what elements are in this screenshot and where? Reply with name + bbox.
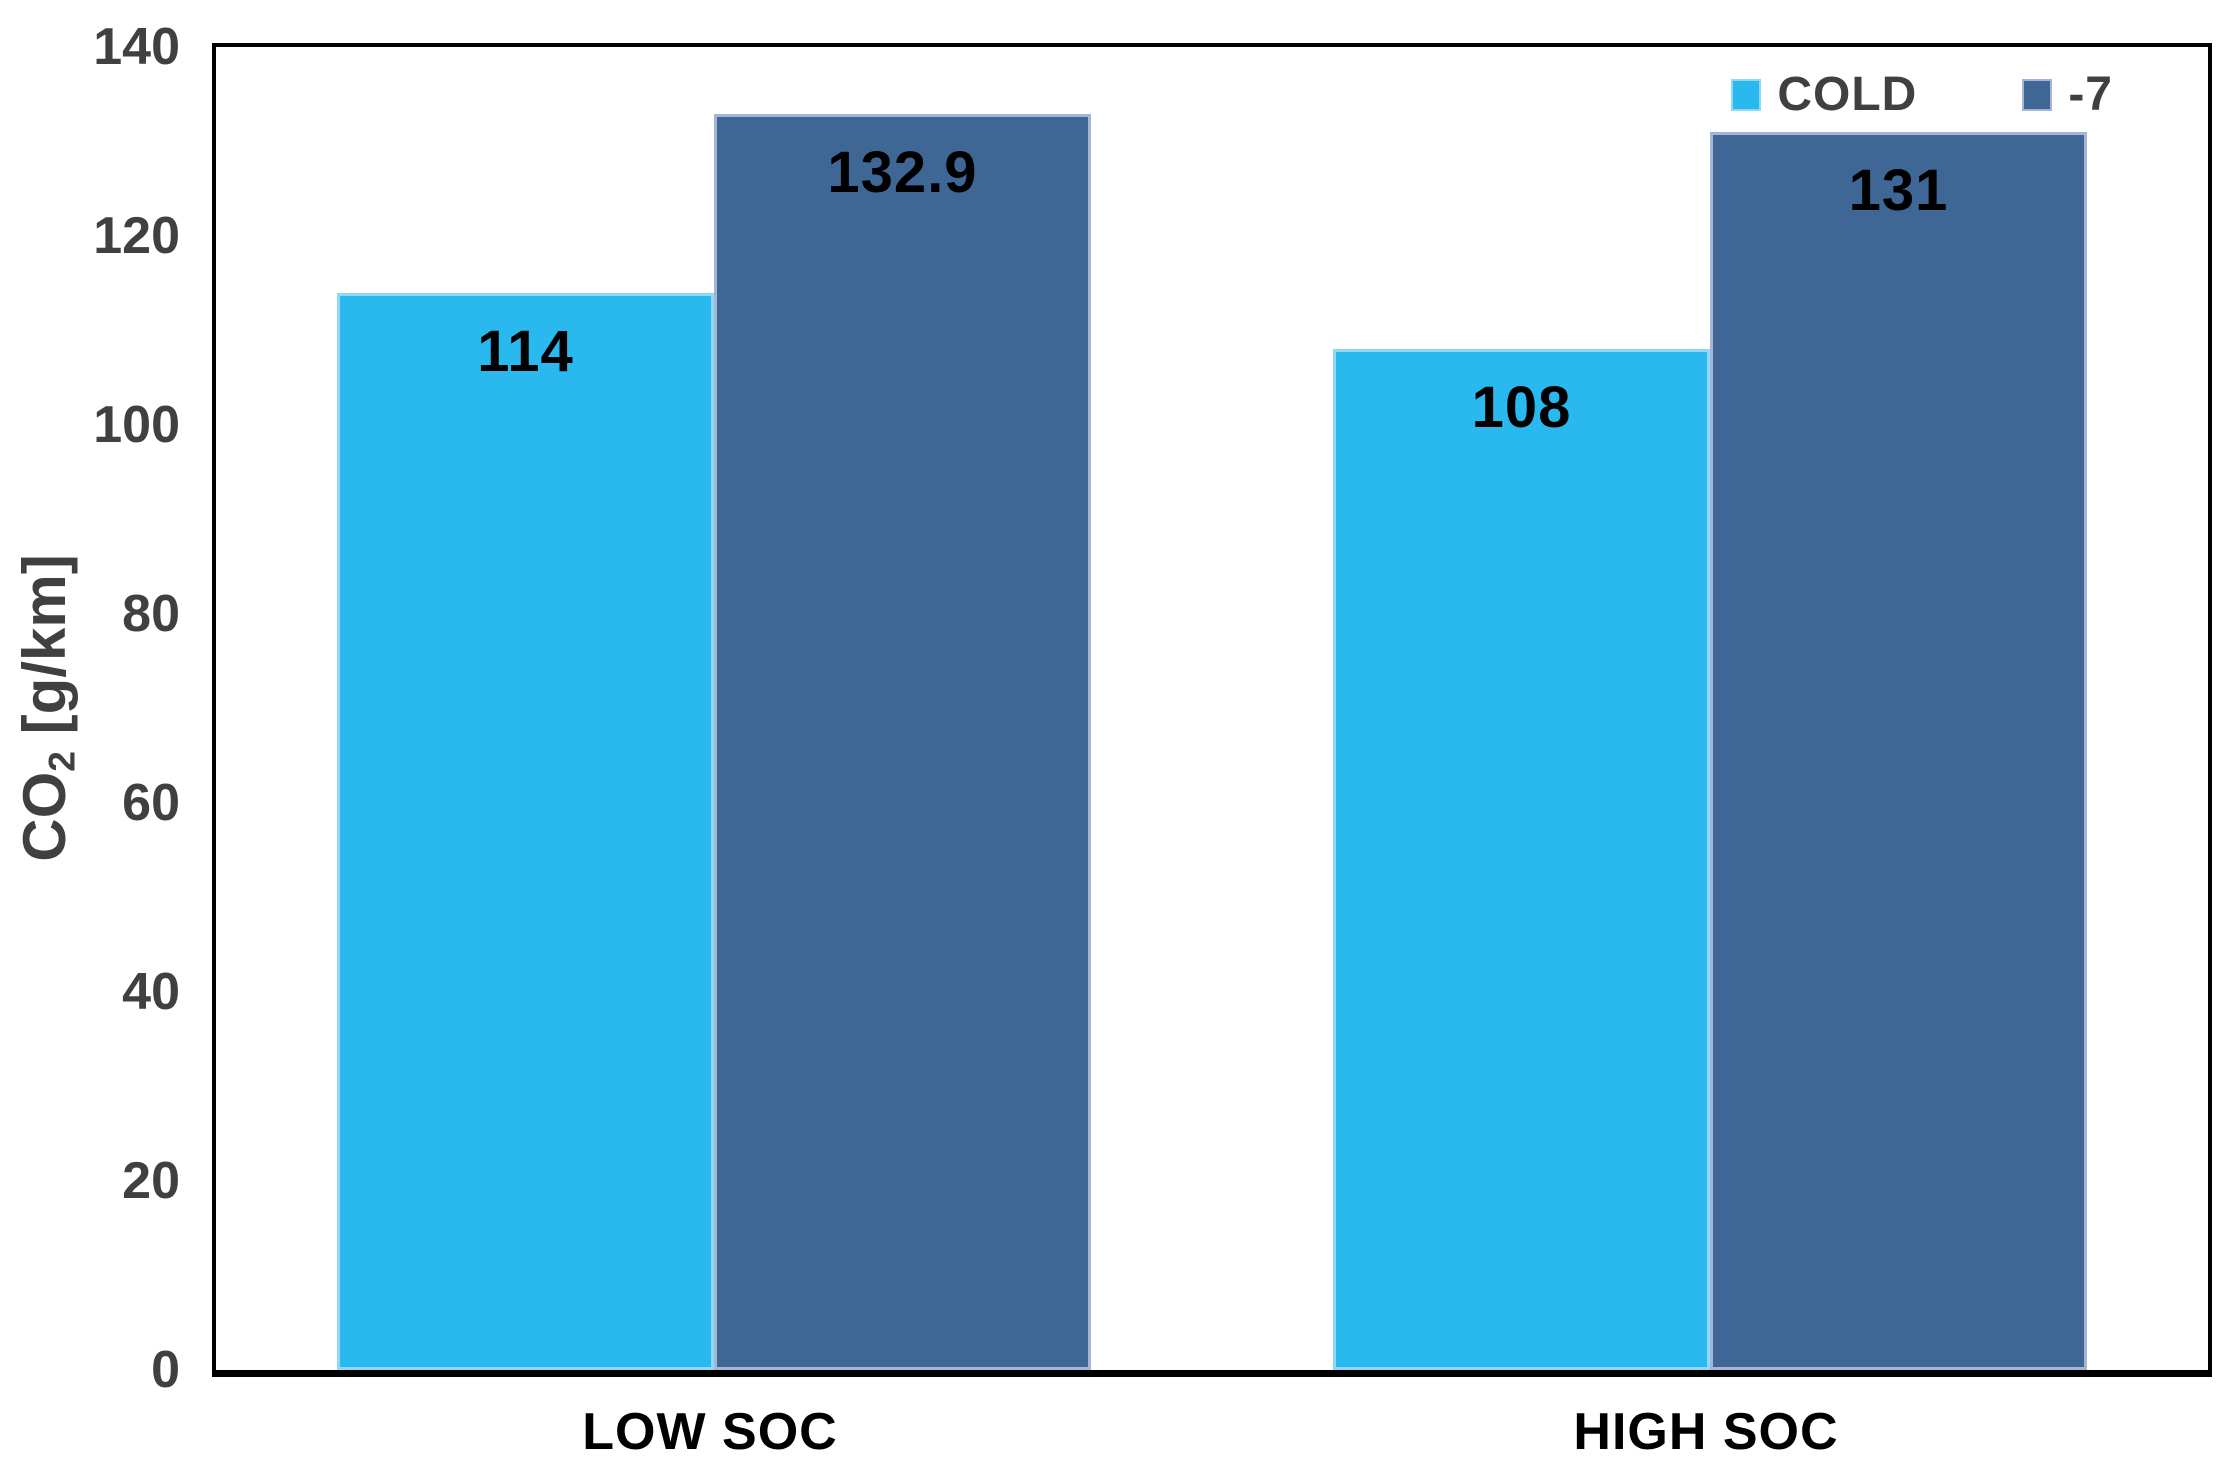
x-category-label-low-soc: LOW SOC — [582, 1403, 838, 1461]
y-tick-label-80: 80 — [122, 585, 180, 643]
y-axis-title-suffix: [g/km] — [11, 554, 78, 751]
legend-label-cold: COLD — [1777, 68, 1918, 121]
y-tick-label-60: 60 — [122, 774, 180, 832]
bars-container: 114 132.9 108 131 — [216, 47, 2208, 1370]
data-label-cold-low-soc: 114 — [477, 318, 574, 384]
legend-label-7: -7 — [2068, 68, 2113, 121]
y-tick-label-140: 140 — [93, 18, 180, 76]
plot-area: 114 132.9 108 131 COLD -7 — [212, 43, 2212, 1377]
y-tick-label-120: 120 — [93, 207, 180, 265]
x-category-label-high-soc: HIGH SOC — [1573, 1403, 1839, 1461]
legend-swatch-cold-icon — [1731, 78, 1762, 111]
y-tick-label-100: 100 — [93, 396, 180, 454]
legend-swatch-7-icon — [2022, 78, 2053, 111]
y-tick-label-40: 40 — [122, 963, 180, 1021]
y-tick-label-0: 0 — [151, 1341, 180, 1399]
legend-item-cold: COLD — [1731, 67, 1917, 122]
data-label-cold-high-soc: 108 — [1471, 375, 1572, 441]
bar-cold-high-soc: 108 — [1333, 349, 1710, 1370]
legend: COLD -7 — [1731, 67, 2113, 122]
y-axis-title-subscript: 2 — [40, 751, 83, 772]
bar-cold-low-soc: 114 — [337, 292, 714, 1370]
bar-7-high-soc: 131 — [1710, 132, 2087, 1370]
y-tick-label-20: 20 — [122, 1152, 180, 1210]
data-label-7-high-soc: 131 — [1848, 158, 1949, 224]
data-label-7-low-soc: 132.9 — [827, 140, 978, 206]
bar-7-low-soc: 132.9 — [714, 114, 1091, 1370]
legend-item-7: -7 — [2022, 67, 2113, 122]
